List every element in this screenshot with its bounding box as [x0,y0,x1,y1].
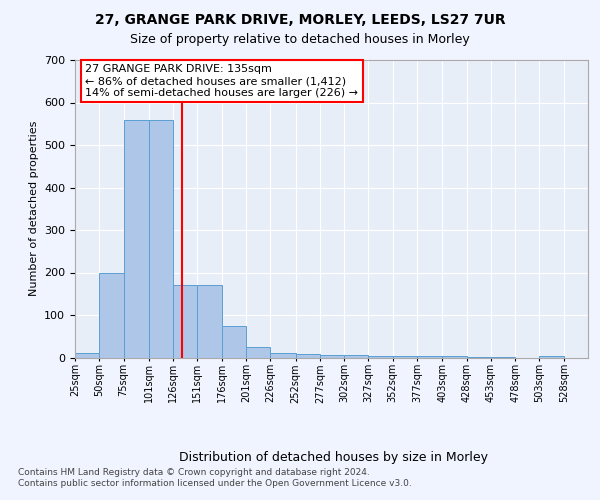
Bar [467,356,491,358]
Text: 27, GRANGE PARK DRIVE, MORLEY, LEEDS, LS27 7UR: 27, GRANGE PARK DRIVE, MORLEY, LEEDS, LS… [95,12,505,26]
Bar [197,285,222,358]
Bar [491,356,515,358]
Bar [124,120,149,358]
Bar [344,356,368,358]
Bar [296,354,320,358]
Y-axis label: Number of detached properties: Number of detached properties [29,121,38,296]
Bar [539,356,564,358]
Bar [320,356,344,358]
Text: Size of property relative to detached houses in Morley: Size of property relative to detached ho… [130,32,470,46]
Bar [270,353,296,358]
Bar [368,356,393,358]
Text: Contains HM Land Registry data © Crown copyright and database right 2024.
Contai: Contains HM Land Registry data © Crown c… [18,468,412,487]
Bar [99,272,124,358]
Bar [246,347,270,358]
Bar [417,356,442,358]
Bar [75,353,99,358]
Bar [393,356,417,358]
Text: Distribution of detached houses by size in Morley: Distribution of detached houses by size … [179,451,488,464]
Bar [442,356,467,358]
Bar [173,285,197,358]
Text: 27 GRANGE PARK DRIVE: 135sqm
← 86% of detached houses are smaller (1,412)
14% of: 27 GRANGE PARK DRIVE: 135sqm ← 86% of de… [85,64,358,98]
Bar [222,326,246,358]
Bar [149,120,173,358]
